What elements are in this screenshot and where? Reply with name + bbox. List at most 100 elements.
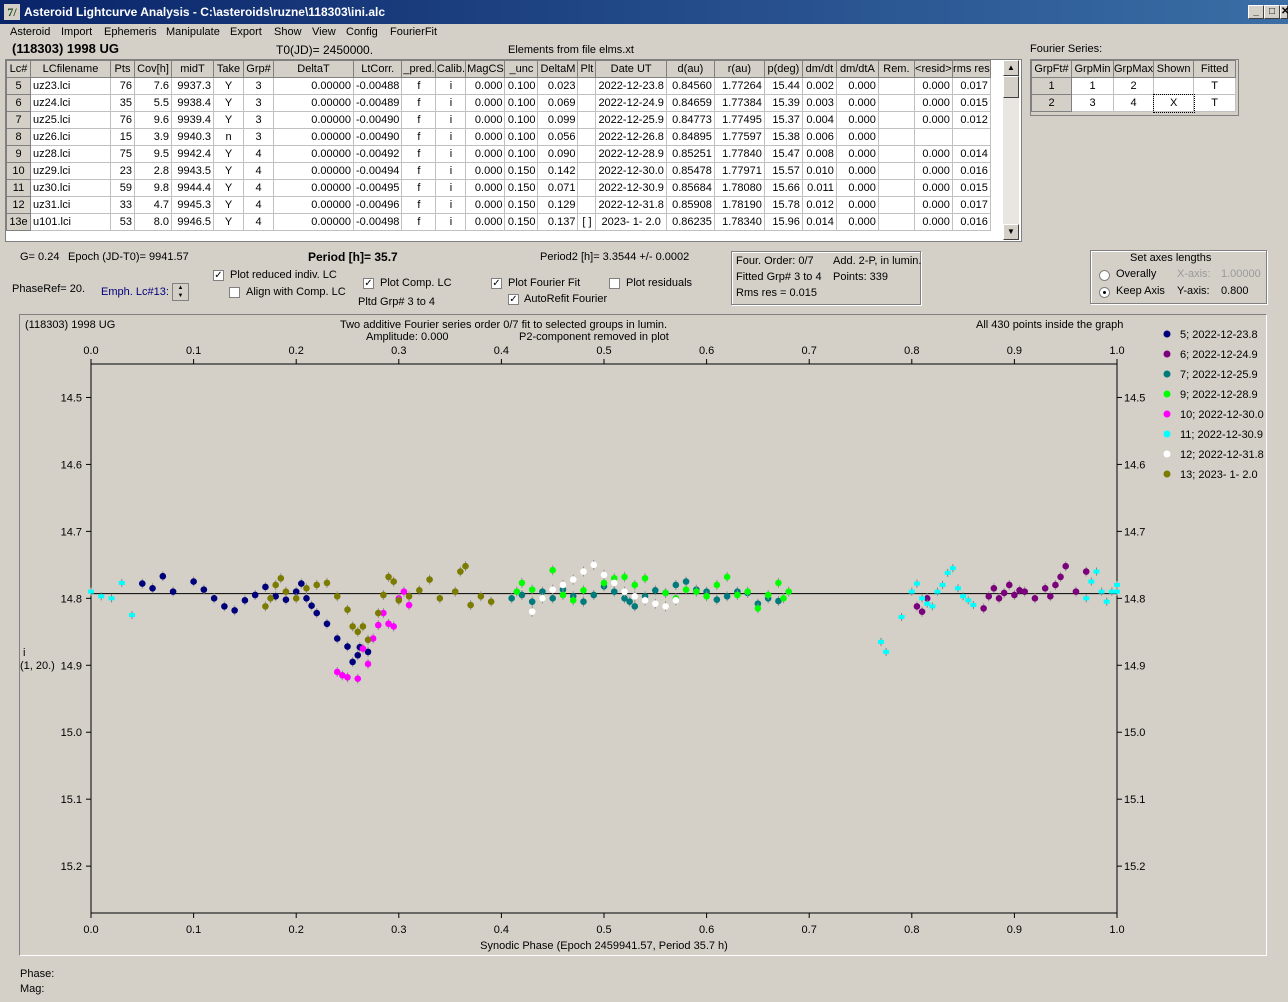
period-value[interactable]: Period [h]= 35.7 [308,250,398,264]
table-cell[interactable]: 0.090 [537,145,579,163]
table-cell[interactable]: 0.012 [951,111,991,129]
column-header[interactable]: DeltaT [273,60,354,78]
table-cell[interactable]: 0.000 [835,213,879,231]
fourier-column-header[interactable]: Shown [1153,60,1195,78]
table-cell[interactable]: 0.017 [951,196,991,214]
table-cell[interactable]: 9946.5 [171,213,214,231]
table-cell[interactable]: 0.000 [835,94,879,112]
row-header[interactable]: 13e [6,213,31,231]
table-cell[interactable]: 0.000 [913,196,953,214]
table-cell[interactable]: -0.00488 [352,77,403,95]
table-cell[interactable]: 15.39 [763,94,803,112]
table-cell[interactable]: 1.78080 [713,179,765,197]
table-cell[interactable]: 53 [110,213,135,231]
table-cell[interactable]: 2022-12-31.8 [595,196,667,214]
menu-show[interactable]: Show [274,26,302,38]
table-cell[interactable]: 0.100 [504,145,539,163]
fourier-row-header[interactable]: 1 [1031,77,1072,95]
column-header[interactable]: Calib. [435,60,467,78]
row-header[interactable]: 11 [6,179,31,197]
table-cell[interactable]: 9940.3 [171,128,214,146]
column-header[interactable]: Grp# [243,60,274,78]
table-cell[interactable]: 0.100 [504,94,539,112]
table-cell[interactable]: 15.96 [763,213,803,231]
table-cell[interactable]: 9.6 [134,111,172,129]
column-header[interactable]: Plt [577,60,597,78]
table-cell[interactable]: 9943.5 [171,162,214,180]
table-cell[interactable]: 0.071 [537,179,579,197]
table-cell[interactable]: uz24.lci [30,94,111,112]
plot-comp-checkbox[interactable]: ✓ [363,278,374,289]
table-cell[interactable]: -0.00494 [352,162,403,180]
row-header[interactable]: 10 [6,162,31,180]
plot-reduced-checkbox[interactable]: ✓ [213,270,224,281]
table-cell[interactable]: 0.00000 [273,213,354,231]
table-cell[interactable]: 2022-12-26.8 [595,128,667,146]
align-comp-checkbox[interactable] [229,287,240,298]
fourier-cell[interactable]: T [1193,94,1237,112]
table-cell[interactable]: -0.00496 [352,196,403,214]
table-cell[interactable]: 0.000 [913,145,953,163]
table-cell[interactable]: 0.000 [913,213,953,231]
table-row[interactable]: 7 uz25.lci 76 9.6 9939.4 Y 3 0.00000 -0.00490 f i 0… [6,111,991,129]
table-cell[interactable]: 0.016 [951,213,991,231]
fourier-column-header[interactable]: GrpMax [1112,60,1155,78]
table-cell[interactable]: 0.150 [504,213,539,231]
yaxis-value[interactable]: 0.800 [1221,285,1249,297]
row-header[interactable]: 6 [6,94,31,112]
table-cell[interactable]: 2022-12-25.9 [595,111,667,129]
table-row[interactable]: 12 uz31.lci 33 4.7 9945.3 Y 4 0.00000 -0.00496 f i… [6,196,991,214]
table-cell[interactable]: 0.84895 [665,128,715,146]
table-cell[interactable]: 8.0 [134,213,172,231]
table-cell[interactable]: 15.57 [763,162,803,180]
table-cell[interactable]: 0.011 [801,179,837,197]
table-cell[interactable]: 0.000 [913,179,953,197]
scroll-up-button[interactable]: ▲ [1003,60,1019,76]
table-row[interactable]: 9 uz28.lci 75 9.5 9942.4 Y 4 0.00000 -0.00492 f i 0… [6,145,991,163]
table-cell[interactable]: 0.023 [537,77,579,95]
table-cell[interactable]: uz25.lci [30,111,111,129]
minimize-button[interactable]: _ [1248,5,1264,19]
table-cell[interactable]: 0.150 [504,196,539,214]
column-header[interactable]: LCfilename [30,60,111,78]
scroll-thumb[interactable] [1003,76,1019,98]
table-scrollbar[interactable]: ▲ ▼ [1003,60,1019,240]
menu-config[interactable]: Config [346,26,378,38]
table-row[interactable]: 6 uz24.lci 35 5.5 9938.4 Y 3 0.00000 -0.00489 f i 0… [6,94,991,112]
column-header[interactable]: _pred. [401,60,437,78]
table-cell[interactable]: -0.00490 [352,128,403,146]
table-cell[interactable]: 7.6 [134,77,172,95]
table-cell[interactable]: 0.015 [951,179,991,197]
menu-import[interactable]: Import [61,26,93,38]
table-cell[interactable]: 0.00000 [273,179,354,197]
emph-lc-spinner[interactable]: ▲ ▼ [172,283,189,301]
table-row[interactable]: 8 uz26.lci 15 3.9 9940.3 n 3 0.00000 -0.00490 f i 0… [6,128,991,146]
row-header[interactable]: 9 [6,145,31,163]
table-cell[interactable]: 0.056 [537,128,579,146]
table-cell[interactable]: 9942.4 [171,145,214,163]
autorefit-checkbox[interactable]: ✓ [508,294,519,305]
column-header[interactable]: dm/dt [801,60,837,78]
table-cell[interactable]: 9937.3 [171,77,214,95]
lightcurve-table[interactable]: Lc# LCfilename Pts Cov[h] midT Take Grp# DeltaT… [5,59,1022,242]
table-cell[interactable]: 0.85251 [665,145,715,163]
column-header[interactable]: Take [213,60,244,78]
overally-radio[interactable] [1099,270,1110,281]
table-cell[interactable]: 0.004 [801,111,837,129]
table-cell[interactable]: 0.000 [465,213,506,231]
table-cell[interactable]: 15.78 [763,196,803,214]
menu-ephemeris[interactable]: Ephemeris [104,26,157,38]
table-cell[interactable]: 1.77495 [713,111,765,129]
table-cell[interactable]: 0.015 [951,94,991,112]
table-cell[interactable]: 4 [243,213,274,231]
scroll-down-button[interactable]: ▼ [1003,224,1019,240]
table-cell[interactable]: -0.00498 [352,213,403,231]
table-cell[interactable]: 0.014 [801,213,837,231]
table-cell[interactable]: 0.000 [835,111,879,129]
table-cell[interactable]: 0.003 [801,94,837,112]
table-cell[interactable]: 1.78190 [713,196,765,214]
table-cell[interactable]: 0.00000 [273,128,354,146]
